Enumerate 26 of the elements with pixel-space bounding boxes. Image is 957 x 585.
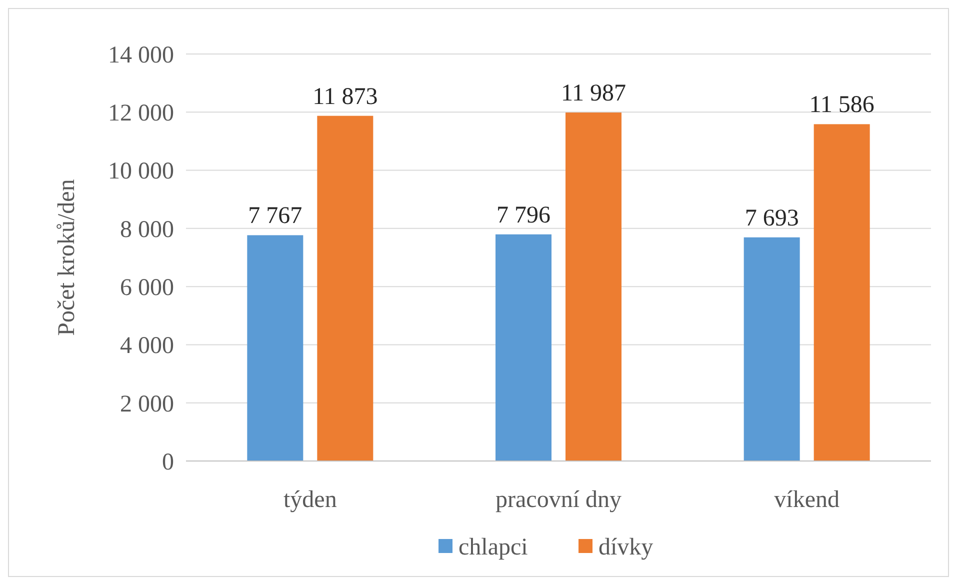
y-tick-label: 4 000 xyxy=(120,333,174,360)
y-tick-label: 0 xyxy=(162,449,174,476)
bar xyxy=(566,112,622,461)
legend-label: chlapci xyxy=(458,534,528,560)
bar xyxy=(247,235,304,461)
y-tick-label: 8 000 xyxy=(120,216,174,243)
y-tick-label: 6 000 xyxy=(120,274,174,301)
x-tick-label: týden xyxy=(284,487,337,513)
x-tick-label: pracovní dny xyxy=(496,487,622,513)
y-axis-title: Počet kroků/den xyxy=(54,179,80,336)
data-label: 7 796 xyxy=(496,202,550,228)
data-label: 7 767 xyxy=(248,203,302,230)
bar xyxy=(814,124,870,461)
legend-label: dívky xyxy=(598,534,654,560)
bar xyxy=(496,234,552,461)
y-tick-label: 10 000 xyxy=(108,158,174,185)
data-label: 11 873 xyxy=(312,84,378,110)
data-label: 11 987 xyxy=(560,80,626,107)
y-tick-label: 14 000 xyxy=(108,42,174,68)
bar xyxy=(317,116,374,461)
data-label: 11 586 xyxy=(809,92,874,118)
bar xyxy=(744,237,800,461)
x-tick-label: víkend xyxy=(774,487,840,513)
y-tick-label: 12 000 xyxy=(108,100,174,127)
y-tick-label: 2 000 xyxy=(120,391,174,418)
data-label: 7 693 xyxy=(744,205,799,232)
